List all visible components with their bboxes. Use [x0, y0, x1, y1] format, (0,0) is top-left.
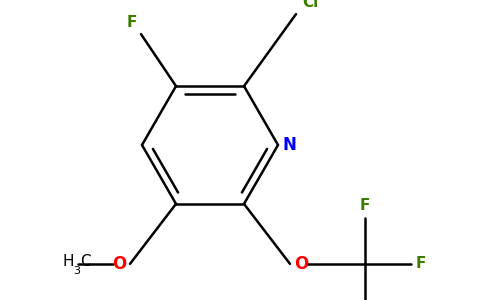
- Text: N: N: [283, 136, 297, 154]
- Text: F: F: [127, 15, 137, 30]
- Text: 3: 3: [73, 266, 80, 276]
- Text: Cl: Cl: [302, 0, 318, 10]
- Text: F: F: [360, 198, 370, 213]
- Text: O: O: [112, 255, 126, 273]
- Text: F: F: [416, 256, 426, 272]
- Text: H: H: [62, 254, 74, 269]
- Text: C: C: [80, 254, 91, 269]
- Text: O: O: [294, 255, 308, 273]
